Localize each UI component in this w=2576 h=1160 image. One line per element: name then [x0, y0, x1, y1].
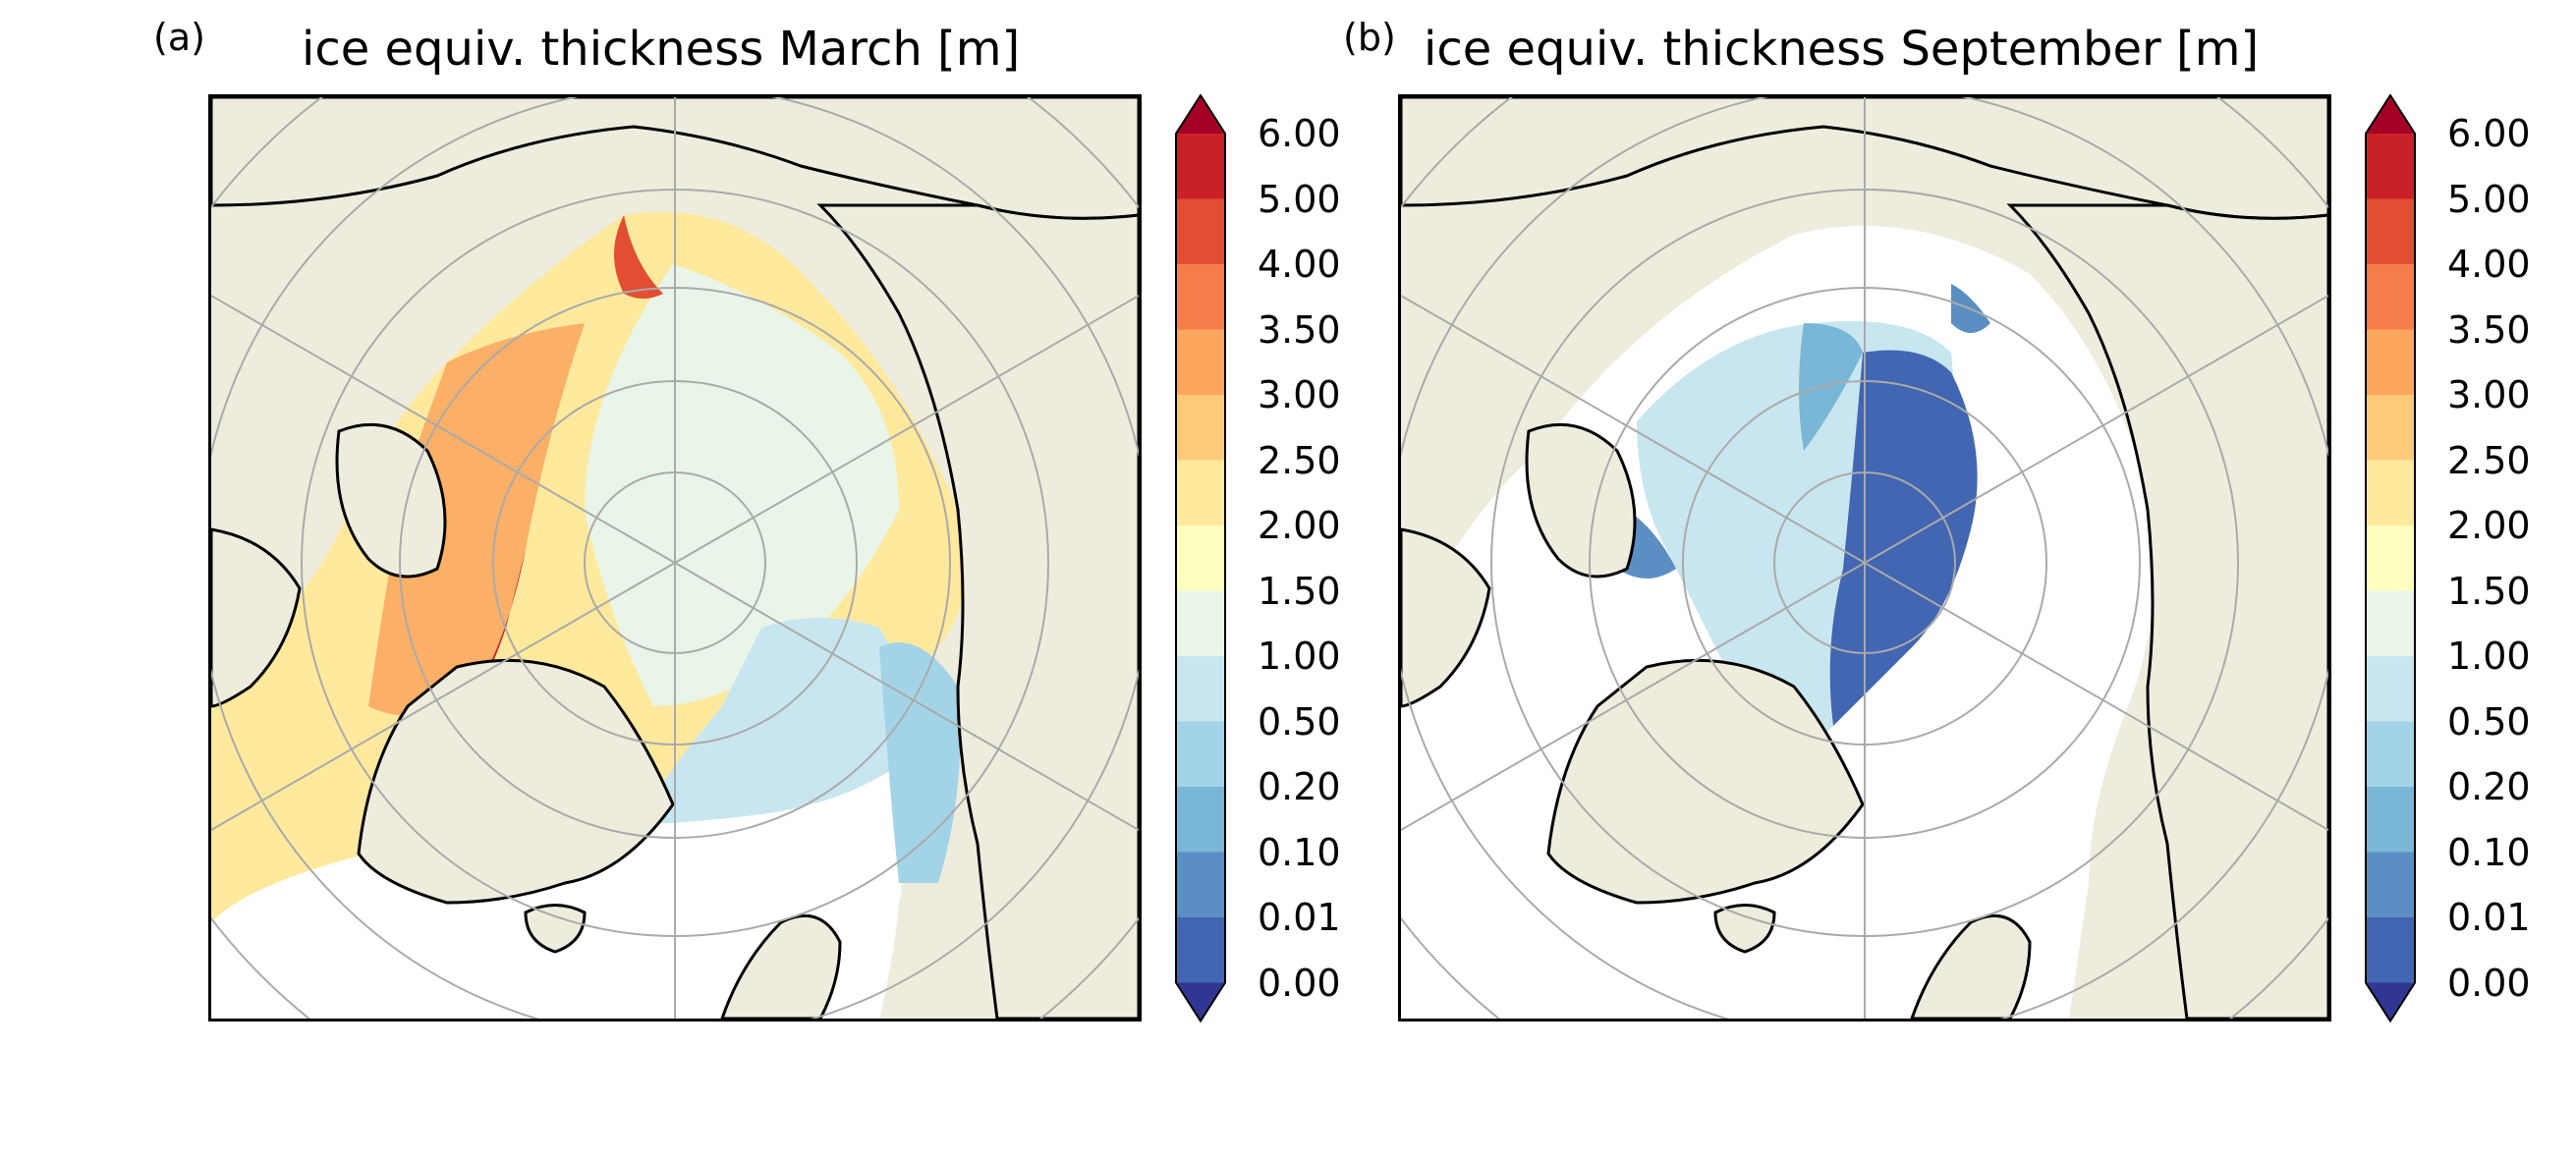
colorbar-segment — [2365, 852, 2416, 918]
colorbar-segment — [1175, 460, 1226, 526]
colorbar-tick-label: 0.00 — [2447, 961, 2531, 1005]
colorbar-tick-label: 1.00 — [1258, 635, 1341, 678]
colorbar-segment — [1175, 134, 1226, 199]
colorbar-extend-max — [1175, 94, 1226, 134]
colorbar-segment — [1175, 525, 1226, 591]
colorbar-tick-label: 3.00 — [2447, 373, 2531, 416]
panel-label-a: (a) — [153, 16, 205, 59]
colorbar-tick-label: 2.50 — [1258, 438, 1341, 482]
map-september — [1398, 94, 2331, 1022]
colorbar-tick-label: 0.50 — [2447, 699, 2531, 744]
colorbar-outline — [1175, 94, 1226, 1023]
colorbar-segment — [1175, 852, 1226, 918]
colorbar-segment — [1175, 198, 1226, 265]
colorbar-segment — [2365, 329, 2416, 396]
colorbar-segment — [2365, 525, 2416, 591]
colorbar-segment — [2365, 395, 2416, 461]
colorbar-segment — [2365, 590, 2416, 657]
colorbar-segment — [1175, 917, 1226, 983]
colorbar-tick-label: 0.50 — [1258, 699, 1341, 744]
colorbar-segment — [2365, 264, 2416, 330]
panel-title-september: ice equiv. thickness September [m] — [1424, 22, 2260, 77]
colorbar-tick-label: 3.00 — [1258, 373, 1341, 416]
colorbar-extend-max — [2365, 94, 2416, 134]
colorbar-tick-label: 0.20 — [1258, 765, 1341, 808]
colorbar-tick-label: 1.50 — [2447, 569, 2531, 613]
colorbar-tick-label: 2.50 — [2447, 438, 2531, 482]
colorbar-march — [1175, 94, 1226, 1023]
colorbar-tick-label: 4.00 — [1258, 243, 1341, 286]
colorbar-tick-label: 2.00 — [2447, 504, 2531, 547]
colorbar-tick-label: 4.00 — [2447, 243, 2531, 286]
colorbar-segment — [2365, 721, 2416, 788]
colorbar-extend-min — [2365, 982, 2416, 1022]
colorbar-tick-label: 5.00 — [1258, 177, 1341, 221]
colorbar-tick-label: 0.10 — [1258, 830, 1341, 874]
colorbar-segment — [1175, 590, 1226, 657]
map-march — [208, 94, 1142, 1022]
colorbar-extend-min — [1175, 982, 1226, 1022]
colorbar-tick-label: 1.50 — [1258, 569, 1341, 613]
colorbar-segment — [1175, 395, 1226, 461]
colorbar-tick-label: 0.00 — [1258, 961, 1341, 1005]
colorbar-segment — [2365, 656, 2416, 722]
colorbar-segment — [1175, 329, 1226, 396]
colorbar-september — [2365, 94, 2416, 1023]
colorbar-tick-label: 0.01 — [1258, 896, 1341, 939]
colorbar-tick-label: 3.50 — [1258, 307, 1341, 352]
colorbar-tick-label: 0.20 — [2447, 765, 2531, 808]
colorbar-segment — [2365, 134, 2416, 199]
colorbar-tick-label: 0.10 — [2447, 830, 2531, 874]
panel-title-march: ice equiv. thickness March [m] — [302, 22, 1021, 77]
colorbar-tick-label: 5.00 — [2447, 177, 2531, 221]
panel-label-b: (b) — [1343, 16, 1396, 59]
colorbar-segment — [2365, 460, 2416, 526]
colorbar-tick-label: 6.00 — [1258, 112, 1341, 155]
colorbar-segment — [1175, 721, 1226, 788]
colorbar-tick-label: 1.00 — [2447, 635, 2531, 678]
map-march-svg — [211, 97, 1139, 1019]
colorbar-tick-label: 2.00 — [1258, 504, 1341, 547]
colorbar-outline — [2365, 94, 2416, 1023]
colorbar-tick-label: 3.50 — [2447, 307, 2531, 352]
colorbar-segment — [1175, 787, 1226, 853]
colorbar-tick-label: 6.00 — [2447, 112, 2531, 155]
colorbar-tick-label: 0.01 — [2447, 896, 2531, 939]
map-september-svg — [1401, 97, 2328, 1019]
colorbar-segment — [1175, 264, 1226, 330]
colorbar-segment — [2365, 917, 2416, 983]
colorbar-segment — [2365, 198, 2416, 265]
colorbar-segment — [2365, 787, 2416, 853]
colorbar-segment — [1175, 656, 1226, 722]
